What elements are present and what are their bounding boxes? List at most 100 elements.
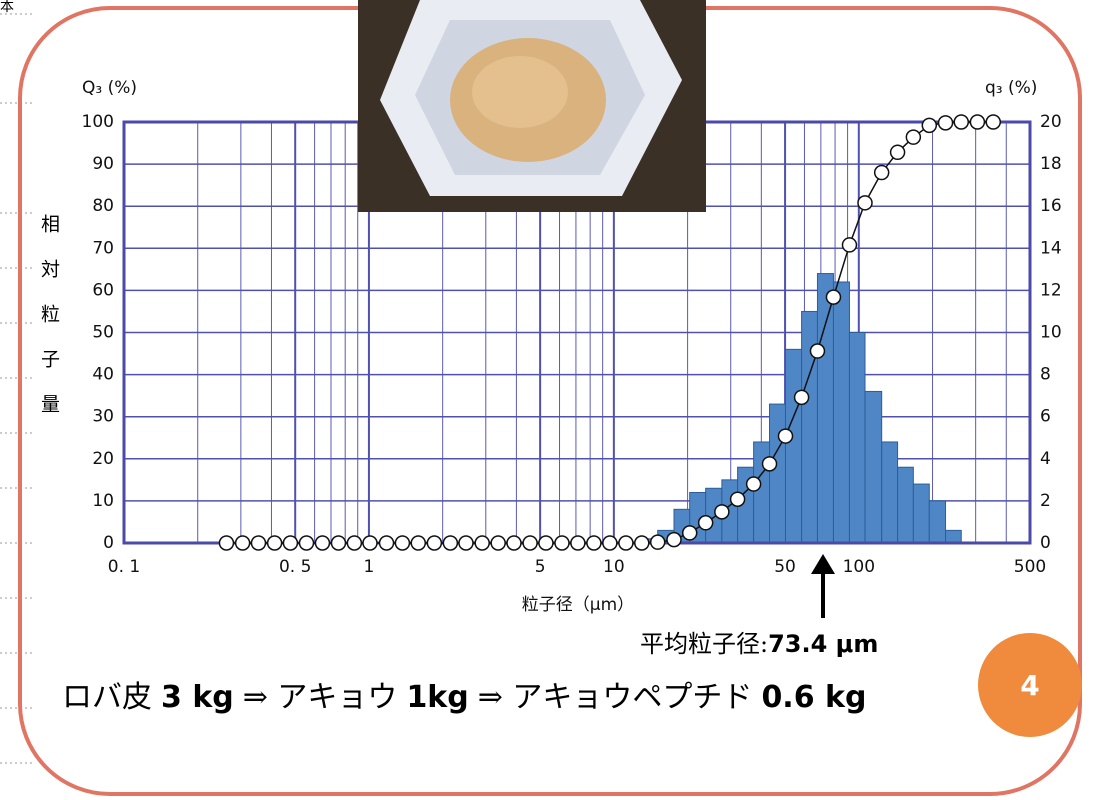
y-tick-label: 40	[92, 365, 114, 385]
y2-tick-label: 2	[1040, 491, 1051, 511]
cumulative-point	[363, 536, 377, 550]
x-tick-label: 500	[1014, 557, 1046, 577]
cumulative-point	[842, 238, 856, 252]
x-tick-label: 1	[364, 557, 375, 577]
mean-arrow	[811, 554, 835, 618]
cumulative-point	[571, 536, 585, 550]
histogram-bar	[913, 484, 929, 543]
x-tick-label: 50	[774, 557, 796, 577]
caption-segment: ⇒ アキョウ	[243, 680, 398, 715]
x-axis-label: 粒子径（μm）	[522, 595, 634, 615]
y-tick-label: 0	[103, 533, 114, 553]
cumulative-point	[315, 536, 329, 550]
caption-segment: ⇒ アキョウペプチド	[478, 680, 753, 715]
cumulative-point	[443, 536, 457, 550]
caption-segment: ロバ皮	[62, 680, 152, 715]
cumulative-point	[491, 536, 505, 550]
cumulative-point	[715, 505, 729, 519]
y2-tick-label: 4	[1040, 449, 1051, 469]
caption-segment: 1kg	[406, 680, 468, 715]
cumulative-point	[858, 196, 872, 210]
cumulative-point	[954, 115, 968, 129]
corner-text: 本	[0, 0, 14, 16]
cumulative-point	[347, 536, 361, 550]
caption-segment: 0.6 kg	[761, 680, 866, 715]
cumulative-point	[810, 344, 824, 358]
cumulative-point	[747, 477, 761, 491]
cumulative-point	[236, 536, 250, 550]
left-dotted-lines	[0, 14, 34, 763]
cumulative-point	[507, 536, 521, 550]
cumulative-point	[763, 457, 777, 471]
cumulative-point	[331, 536, 345, 550]
cumulative-point	[731, 492, 745, 506]
histogram-bar	[882, 442, 898, 543]
cumulative-point	[251, 536, 265, 550]
histogram-bar	[785, 349, 801, 543]
y2-tick-label: 12	[1040, 280, 1062, 300]
y-tick-label: 90	[92, 154, 114, 174]
histogram-bar	[833, 282, 849, 543]
cumulative-point	[459, 536, 473, 550]
slide: 0. 10. 515105010050001020304050607080901…	[0, 0, 1096, 800]
cumulative-point	[970, 115, 984, 129]
cumulative-point	[395, 536, 409, 550]
page-number: 4	[978, 633, 1082, 737]
cumulative-point	[427, 536, 441, 550]
cumulative-point	[411, 536, 425, 550]
histogram-bar	[817, 274, 833, 543]
cumulative-point	[667, 533, 681, 547]
cumulative-point	[795, 390, 809, 404]
y-tick-label: 100	[82, 112, 114, 132]
mean-label: 平均粒子径:	[640, 630, 768, 658]
cumulative-point	[891, 145, 905, 159]
histogram-bar	[865, 391, 882, 543]
y2-tick-label: 8	[1040, 365, 1051, 385]
y2-tick-label: 0	[1040, 533, 1051, 553]
y-tick-label: 80	[92, 196, 114, 216]
cumulative-point	[906, 130, 920, 144]
mean-value: 73.4 μm	[768, 630, 878, 658]
histogram-bar	[946, 530, 962, 543]
cumulative-point	[619, 536, 633, 550]
cumulative-point	[587, 536, 601, 550]
cumulative-point	[380, 536, 394, 550]
cumulative-point	[939, 116, 953, 130]
mean-annotation: 平均粒子径:73.4 μm	[640, 624, 878, 659]
cumulative-point	[539, 536, 553, 550]
cumulative-point	[699, 516, 713, 530]
cumulative-point	[875, 166, 889, 180]
y-tick-label: 60	[92, 280, 114, 300]
y-tick-label: 70	[92, 238, 114, 258]
caption-segment: 3 kg	[161, 680, 234, 715]
y2-tick-label: 20	[1040, 112, 1062, 132]
y-axis-title: 相対粒子量	[36, 214, 63, 439]
photo	[358, 0, 706, 212]
histogram-bar	[898, 467, 914, 543]
y2-axis-label: q₃ (%)	[985, 78, 1037, 98]
cumulative-point	[826, 290, 840, 304]
cumulative-point	[268, 536, 282, 550]
y2-tick-label: 18	[1040, 154, 1062, 174]
cumulative-point	[778, 429, 792, 443]
cumulative-point	[603, 536, 617, 550]
cumulative-point	[651, 535, 665, 549]
histogram-bar	[849, 333, 865, 544]
cumulative-point	[922, 118, 936, 132]
histogram-bar	[929, 501, 945, 543]
cumulative-point	[986, 115, 1000, 129]
x-tick-label: 0. 5	[279, 557, 311, 577]
x-tick-label: 10	[603, 557, 625, 577]
cumulative-point	[635, 536, 649, 550]
y2-tick-label: 6	[1040, 407, 1051, 427]
x-tick-label: 0. 1	[108, 557, 140, 577]
y-axis-label: Q₃ (%)	[82, 78, 137, 98]
histogram-bar	[770, 404, 786, 543]
x-tick-label: 100	[843, 557, 875, 577]
y-tick-label: 50	[92, 323, 114, 343]
y2-tick-label: 16	[1040, 196, 1062, 216]
y-tick-label: 30	[92, 407, 114, 427]
cumulative-point	[299, 536, 313, 550]
y-tick-label: 10	[92, 491, 114, 511]
